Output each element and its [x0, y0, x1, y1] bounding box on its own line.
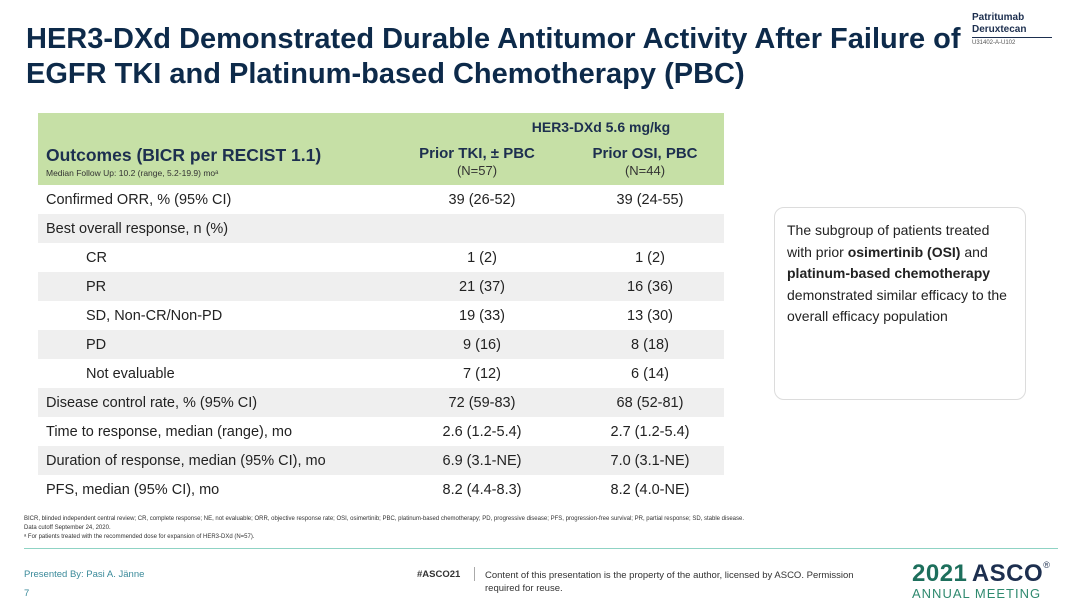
- table-row: Not evaluable 7 (12) 6 (14): [38, 359, 724, 388]
- outcomes-label: Outcomes (BICR per RECIST 1.1): [46, 145, 322, 165]
- outcomes-table: HER3-DXd 5.6 mg/kg Outcomes (BICR per RE…: [38, 113, 724, 504]
- abbreviations-note: BICR, blinded independent central review…: [24, 516, 745, 522]
- cell-prior-osi: 8 (18): [631, 336, 669, 353]
- cell-prior-tki: 2.6 (1.2-5.4): [442, 423, 522, 440]
- column-n: (N=44): [624, 163, 666, 178]
- presenter: Presented By: Pasi A. Jänne: [24, 569, 145, 580]
- row-label: Time to response, median (range), mo: [46, 423, 293, 440]
- column-header-prior-tki: Prior TKI, ± PBC (N=57): [402, 145, 552, 179]
- cell-prior-tki: 8.2 (4.4-8.3): [442, 481, 522, 498]
- table-row: CR 1 (2) 1 (2): [38, 243, 724, 272]
- asco-year: 2021: [912, 560, 968, 587]
- table-row: PFS, median (95% CI), mo 8.2 (4.4-8.3) 8…: [38, 475, 724, 504]
- callout-bold: osimertinib (OSI): [847, 243, 961, 260]
- row-label: SD, Non-CR/Non-PD: [86, 307, 223, 324]
- column-title: Prior OSI, PBC: [592, 145, 698, 162]
- cell-prior-tki: 21 (37): [459, 278, 505, 295]
- table-row: SD, Non-CR/Non-PD 19 (33) 13 (30): [38, 301, 724, 330]
- followup-note: Median Follow Up: 10.2 (range, 5.2-19.9)…: [46, 168, 219, 178]
- row-label: PD: [86, 336, 107, 353]
- subgroup-callout: The subgroup of patients treated with pr…: [774, 207, 1026, 400]
- column-n: (N=57): [456, 163, 498, 178]
- row-label: Best overall response, n (%): [46, 220, 229, 237]
- row-label: PFS, median (95% CI), mo: [46, 481, 220, 498]
- cell-prior-osi: 8.2 (4.0-NE): [610, 481, 690, 498]
- footer-divider: [24, 548, 1058, 549]
- cell-prior-osi: 13 (30): [627, 307, 673, 324]
- asco-meeting: ANNUAL MEETING: [912, 586, 1042, 601]
- column-header-prior-osi: Prior OSI, PBC (N=44): [570, 145, 720, 179]
- cell-prior-osi: 16 (36): [627, 278, 673, 295]
- table-row: Disease control rate, % (95% CI) 72 (59-…: [38, 388, 724, 417]
- callout-text: and: [964, 243, 988, 260]
- hashtag: #ASCO21: [417, 569, 461, 580]
- slide-title: HER3-DXd Demonstrated Durable Antitumor …: [26, 23, 961, 90]
- asco-logo: 2021 ASCO® ANNUAL MEETING: [912, 560, 1062, 601]
- copyright-note: Content of this presentation is the prop…: [485, 570, 854, 594]
- callout-text: The subgroup of patients treated with pr…: [787, 222, 990, 260]
- table-header: HER3-DXd 5.6 mg/kg Outcomes (BICR per RE…: [38, 113, 724, 185]
- cell-prior-tki: 39 (26-52): [448, 191, 516, 208]
- footer-separator: [474, 567, 475, 581]
- row-label: CR: [86, 249, 107, 266]
- brand-line-1: Patritumab: [972, 12, 1025, 23]
- table-row: Confirmed ORR, % (95% CI) 39 (26-52) 39 …: [38, 185, 724, 214]
- cell-prior-osi: 6 (14): [631, 365, 669, 382]
- cell-prior-tki: 19 (33): [459, 307, 505, 324]
- cell-prior-tki: 72 (59-83): [448, 394, 516, 411]
- brand-line-2: Deruxtecan: [972, 24, 1052, 38]
- row-label: Duration of response, median (95% CI), m…: [46, 452, 326, 469]
- cell-prior-tki: 9 (16): [463, 336, 501, 353]
- cell-prior-osi: 2.7 (1.2-5.4): [610, 423, 690, 440]
- cell-prior-tki: 1 (2): [467, 249, 497, 266]
- table-row: Best overall response, n (%): [38, 214, 724, 243]
- table-row: Duration of response, median (95% CI), m…: [38, 446, 724, 475]
- cell-prior-osi: 1 (2): [635, 249, 665, 266]
- cell-prior-osi: 7.0 (3.1-NE): [610, 452, 690, 469]
- row-label: PR: [86, 278, 107, 295]
- table-row: Time to response, median (range), mo 2.6…: [38, 417, 724, 446]
- table-row: PD 9 (16) 8 (18): [38, 330, 724, 359]
- row-label: Disease control rate, % (95% CI): [46, 394, 258, 411]
- registered-mark: ®: [1043, 560, 1050, 570]
- callout-bold: platinum-based chemotherapy: [787, 265, 991, 281]
- cell-prior-osi: 39 (24-55): [616, 191, 684, 208]
- drug-brand: Patritumab Deruxtecan U31402-A-U102: [972, 12, 1052, 46]
- page-number: 7: [24, 588, 30, 599]
- brand-code: U31402-A-U102: [972, 40, 1016, 46]
- row-label: Not evaluable: [86, 365, 175, 382]
- data-cutoff-note: Data cutoff September 24, 2020.: [24, 525, 111, 531]
- cell-prior-tki: 7 (12): [463, 365, 501, 382]
- dose-group-label: HER3-DXd 5.6 mg/kg: [531, 119, 671, 135]
- callout-text: demonstrated similar efficacy to the ove…: [787, 286, 1007, 325]
- column-title: Prior TKI, ± PBC: [419, 145, 535, 162]
- footnote-a: ᵃ For patients treated with the recommen…: [24, 534, 255, 540]
- cell-prior-osi: 68 (52-81): [616, 394, 684, 411]
- table-row: PR 21 (37) 16 (36): [38, 272, 724, 301]
- asco-name: ASCO: [971, 560, 1044, 587]
- cell-prior-tki: 6.9 (3.1-NE): [442, 452, 522, 469]
- footnotes: BICR, blinded independent central review…: [24, 515, 974, 542]
- row-label: Confirmed ORR, % (95% CI): [46, 191, 232, 208]
